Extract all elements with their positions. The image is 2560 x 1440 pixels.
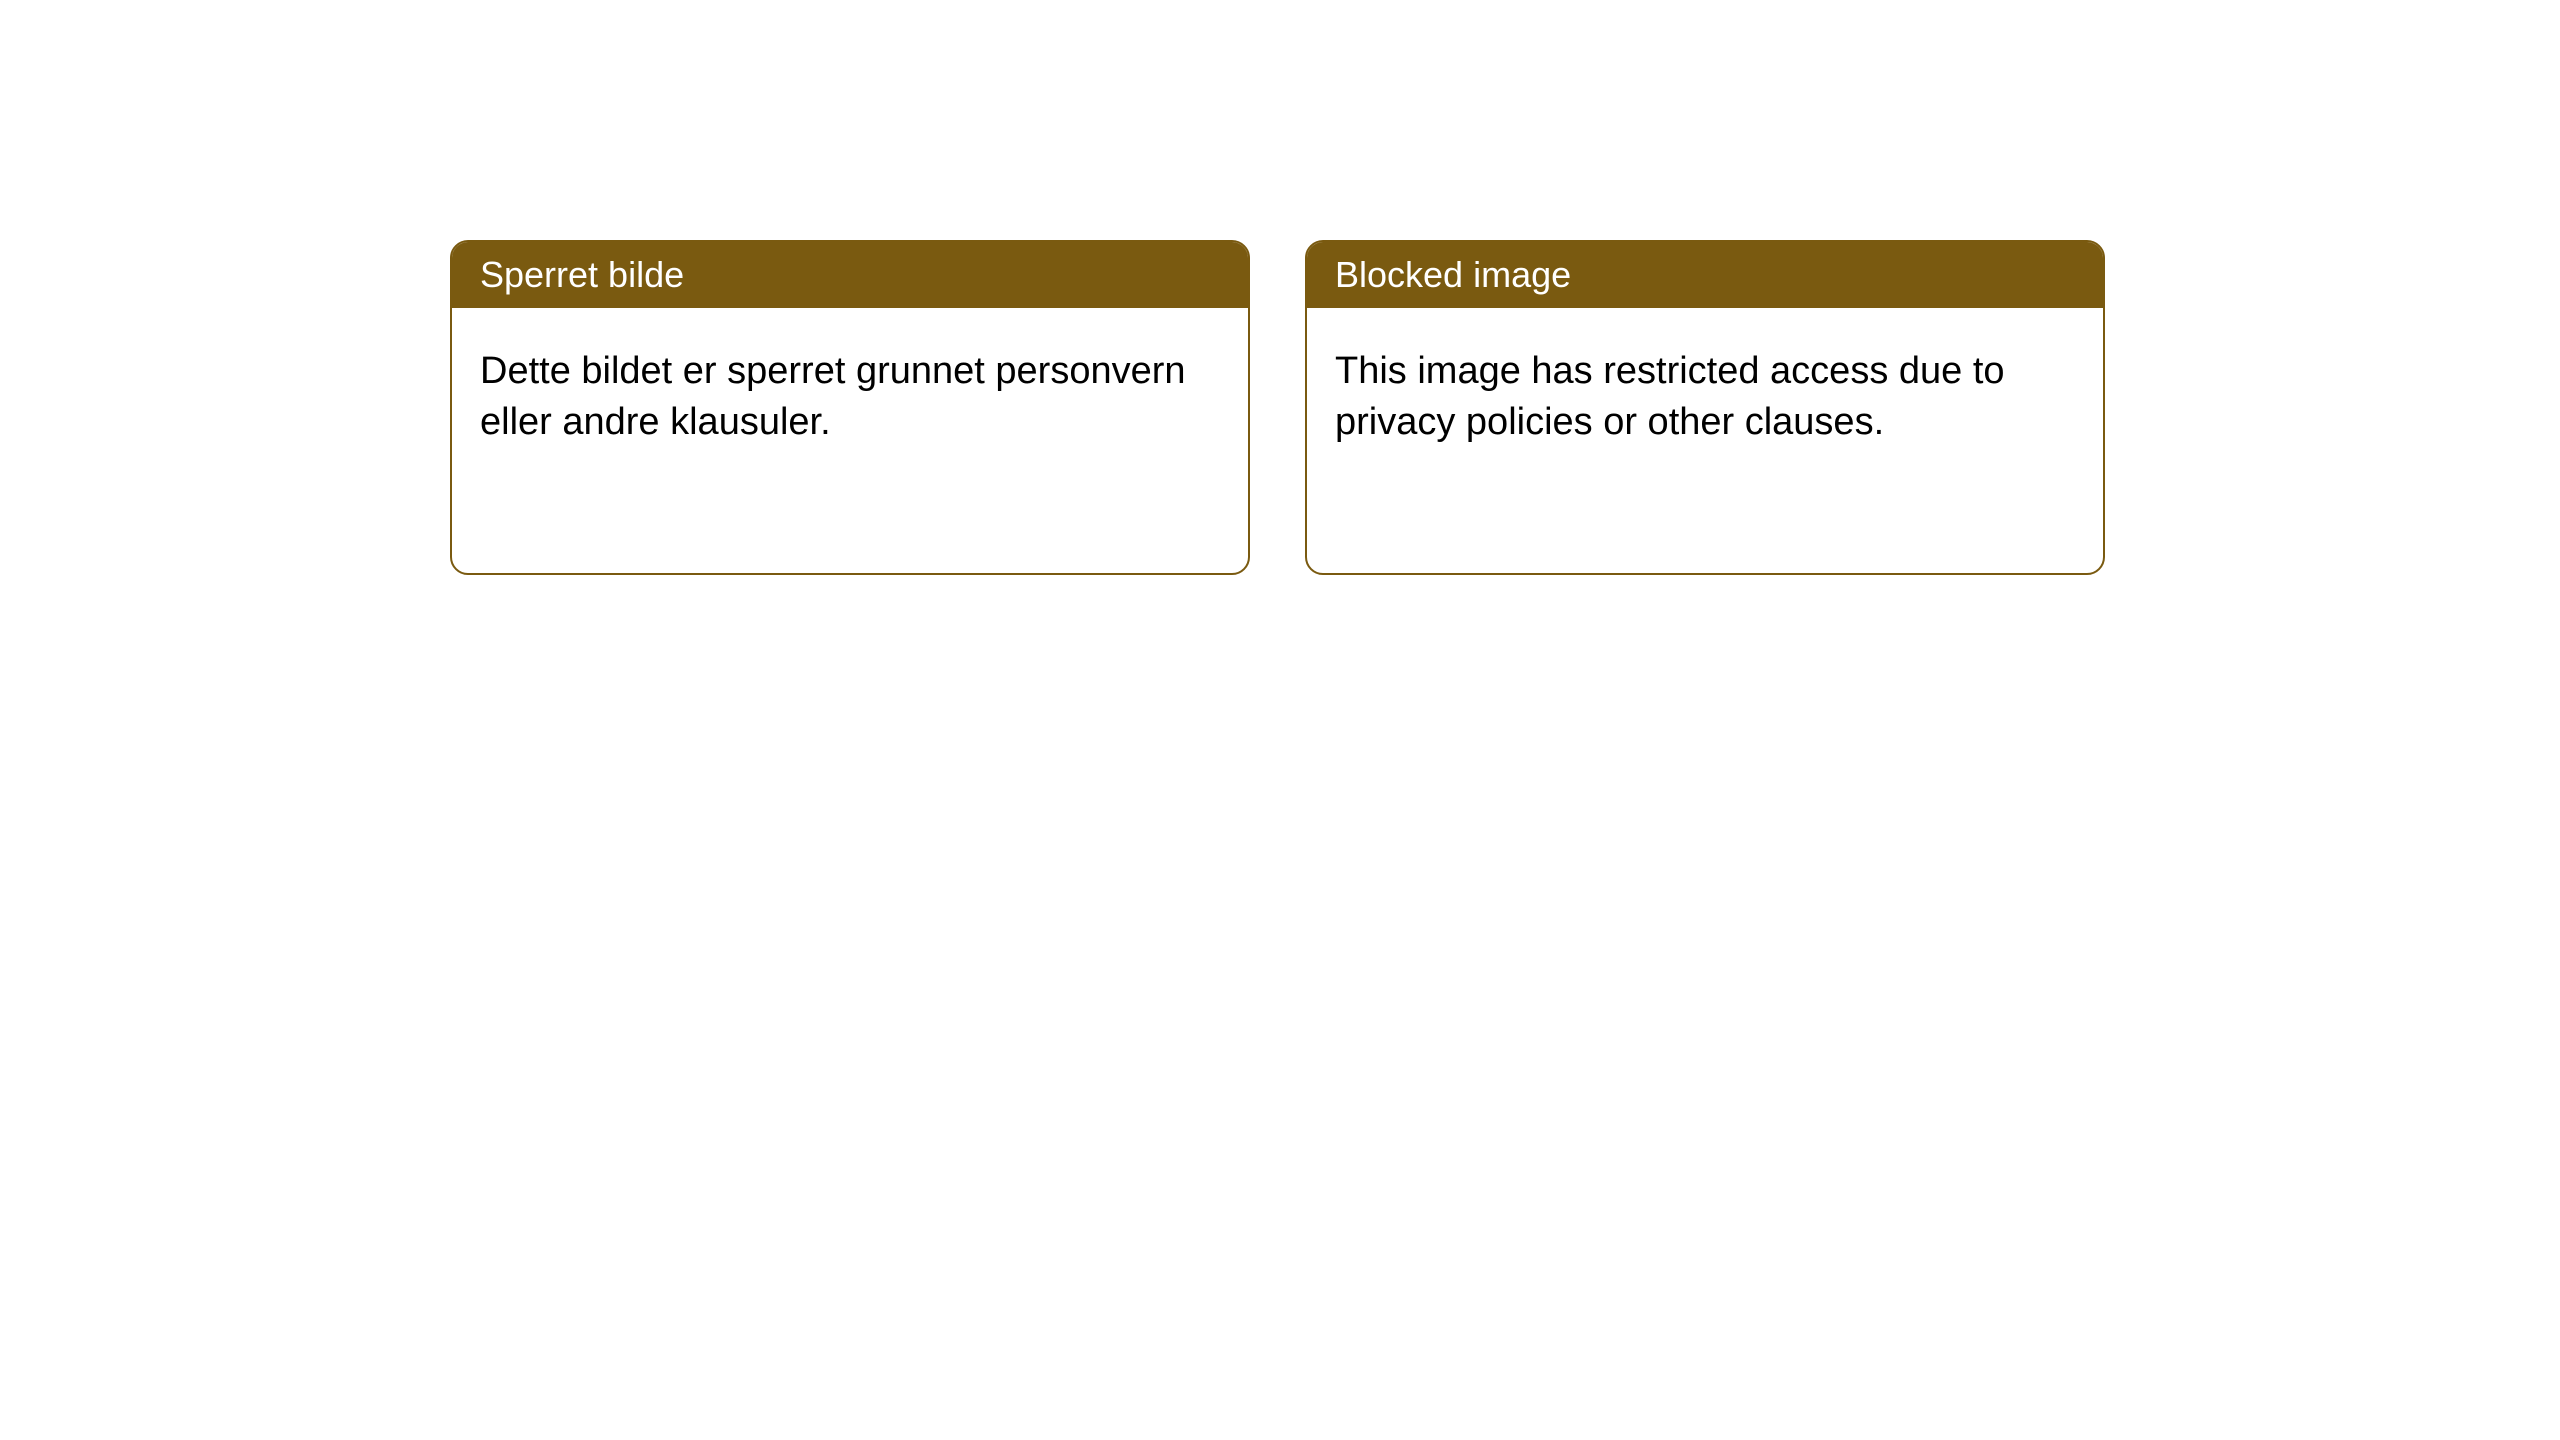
notice-container: Sperret bilde Dette bildet er sperret gr… [450,240,2105,575]
notice-card-norwegian: Sperret bilde Dette bildet er sperret gr… [450,240,1250,575]
notice-body-norwegian: Dette bildet er sperret grunnet personve… [452,308,1248,487]
notice-text-norwegian: Dette bildet er sperret grunnet personve… [480,350,1186,443]
notice-card-english: Blocked image This image has restricted … [1305,240,2105,575]
notice-title-norwegian: Sperret bilde [480,254,684,295]
notice-header-norwegian: Sperret bilde [452,242,1248,308]
notice-title-english: Blocked image [1335,254,1571,295]
notice-header-english: Blocked image [1307,242,2103,308]
notice-text-english: This image has restricted access due to … [1335,350,2005,443]
notice-body-english: This image has restricted access due to … [1307,308,2103,487]
